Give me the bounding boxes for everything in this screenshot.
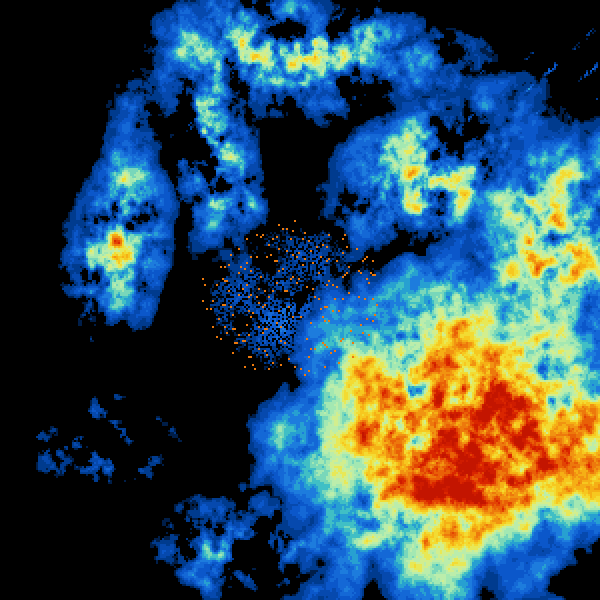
radar-reflectivity-canvas xyxy=(0,0,600,600)
radar-image-panel xyxy=(0,0,600,600)
